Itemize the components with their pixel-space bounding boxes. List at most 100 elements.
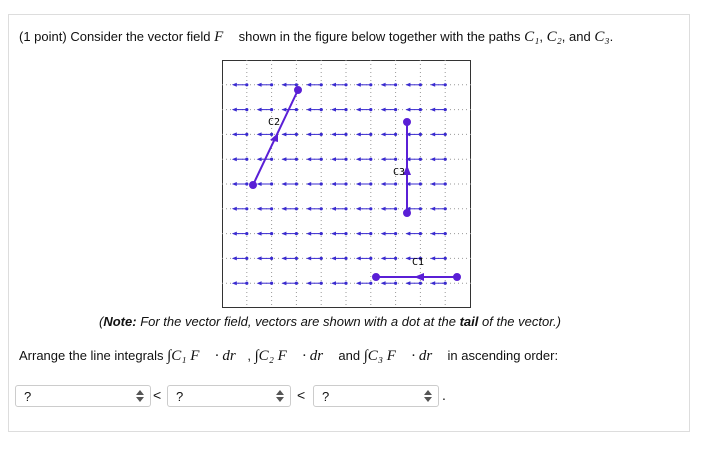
- text: shown in the figure below together with …: [238, 29, 521, 44]
- field-tail: [443, 108, 447, 112]
- field-arrowhead: [256, 157, 262, 162]
- field-arrowhead: [331, 82, 336, 87]
- text: ,: [539, 29, 543, 44]
- field-arrowhead: [331, 182, 336, 186]
- field-arrowhead: [430, 206, 436, 211]
- field-tail: [394, 256, 398, 260]
- field-tail: [369, 108, 373, 112]
- field-arrowhead: [331, 231, 336, 236]
- field-arrowhead: [231, 107, 237, 112]
- field-tail: [443, 83, 447, 87]
- answer-select[interactable]: ?: [167, 385, 291, 407]
- field-arrowhead: [306, 82, 312, 87]
- field-tail: [245, 207, 249, 211]
- field-tail: [319, 132, 323, 136]
- field-arrowhead: [281, 157, 287, 162]
- field-tail: [270, 132, 274, 136]
- field-arrowhead: [405, 231, 411, 236]
- field-tail: [245, 281, 249, 285]
- field-arrowhead: [380, 281, 386, 286]
- field-arrowhead: [256, 231, 262, 236]
- path-endpoint: [372, 273, 380, 281]
- field-tail: [344, 207, 348, 211]
- field-arrowhead: [405, 82, 411, 87]
- note: (Note: For the vector field, vectors are…: [99, 314, 561, 329]
- field-tail: [418, 182, 422, 186]
- field-arrowhead: [306, 157, 312, 162]
- field-arrowhead: [231, 82, 237, 87]
- field-arrowhead: [430, 107, 436, 112]
- field-arrowhead: [281, 206, 287, 211]
- answer-select[interactable]: ?: [15, 385, 151, 407]
- field-tail: [443, 256, 447, 260]
- field-arrowhead: [430, 157, 436, 162]
- text: Note:: [103, 314, 137, 329]
- field-arrowhead: [306, 132, 312, 137]
- field-tail: [443, 182, 447, 186]
- path-endpoint: [453, 273, 461, 281]
- field-tail: [394, 108, 398, 112]
- field-tail: [344, 132, 348, 136]
- field-arrowhead: [281, 182, 287, 186]
- field-arrowhead: [355, 182, 361, 186]
- field-arrowhead: [256, 281, 262, 286]
- field-arrowhead: [256, 182, 262, 186]
- field-arrowhead: [306, 281, 312, 286]
- field-arrowhead: [281, 107, 287, 112]
- field-tail: [418, 83, 422, 87]
- field-arrowhead: [281, 231, 287, 236]
- path-endpoint: [403, 209, 411, 217]
- text: and: [338, 348, 361, 363]
- path-arrow: [403, 165, 411, 175]
- field-tail: [245, 256, 249, 260]
- text: Arrange the line integrals: [19, 348, 164, 363]
- field-arrowhead: [380, 107, 386, 112]
- math: F⃗: [214, 29, 235, 45]
- answer-select[interactable]: ?: [313, 385, 439, 407]
- field-tail: [319, 83, 323, 87]
- field-tail: [344, 281, 348, 285]
- field-tail: [369, 232, 373, 236]
- field-arrowhead: [231, 231, 237, 236]
- text: .: [609, 29, 614, 44]
- field-arrowhead: [380, 132, 386, 137]
- field-tail: [294, 281, 298, 285]
- field-arrowhead: [331, 132, 336, 137]
- field-arrowhead: [331, 206, 336, 211]
- math: C₁: [524, 29, 540, 45]
- field-tail: [294, 157, 298, 161]
- field-tail: [245, 232, 249, 236]
- field-arrowhead: [281, 256, 287, 261]
- field-tail: [418, 256, 422, 260]
- path-arrow: [414, 273, 424, 281]
- field-tail: [294, 207, 298, 211]
- field-arrowhead: [405, 256, 411, 261]
- field-tail: [394, 207, 398, 211]
- field-tail: [394, 157, 398, 161]
- math: ∫C₂ F⃗ · dr⃗: [254, 348, 335, 364]
- field-tail: [270, 207, 274, 211]
- field-arrowhead: [430, 182, 436, 186]
- field-arrowhead: [355, 157, 361, 162]
- field-tail: [344, 232, 348, 236]
- field-arrowhead: [231, 281, 237, 286]
- math: ∫C₁ F⃗ · dr⃗: [167, 348, 248, 364]
- field-arrowhead: [306, 107, 312, 112]
- text: in ascending order:: [447, 348, 559, 363]
- field-tail: [319, 281, 323, 285]
- field-tail: [319, 256, 323, 260]
- field-arrowhead: [331, 157, 336, 162]
- field-arrowhead: [256, 206, 262, 211]
- field-arrowhead: [281, 132, 287, 137]
- field-tail: [270, 83, 274, 87]
- math: C₃: [594, 29, 610, 45]
- field-tail: [294, 182, 298, 186]
- operator: <: [153, 387, 162, 403]
- field-tail: [344, 182, 348, 186]
- field-tail: [418, 207, 422, 211]
- field-arrowhead: [405, 281, 411, 286]
- field-arrowhead: [281, 281, 287, 286]
- path-endpoint: [249, 181, 257, 189]
- field-arrowhead: [281, 82, 287, 87]
- field-tail: [294, 108, 298, 112]
